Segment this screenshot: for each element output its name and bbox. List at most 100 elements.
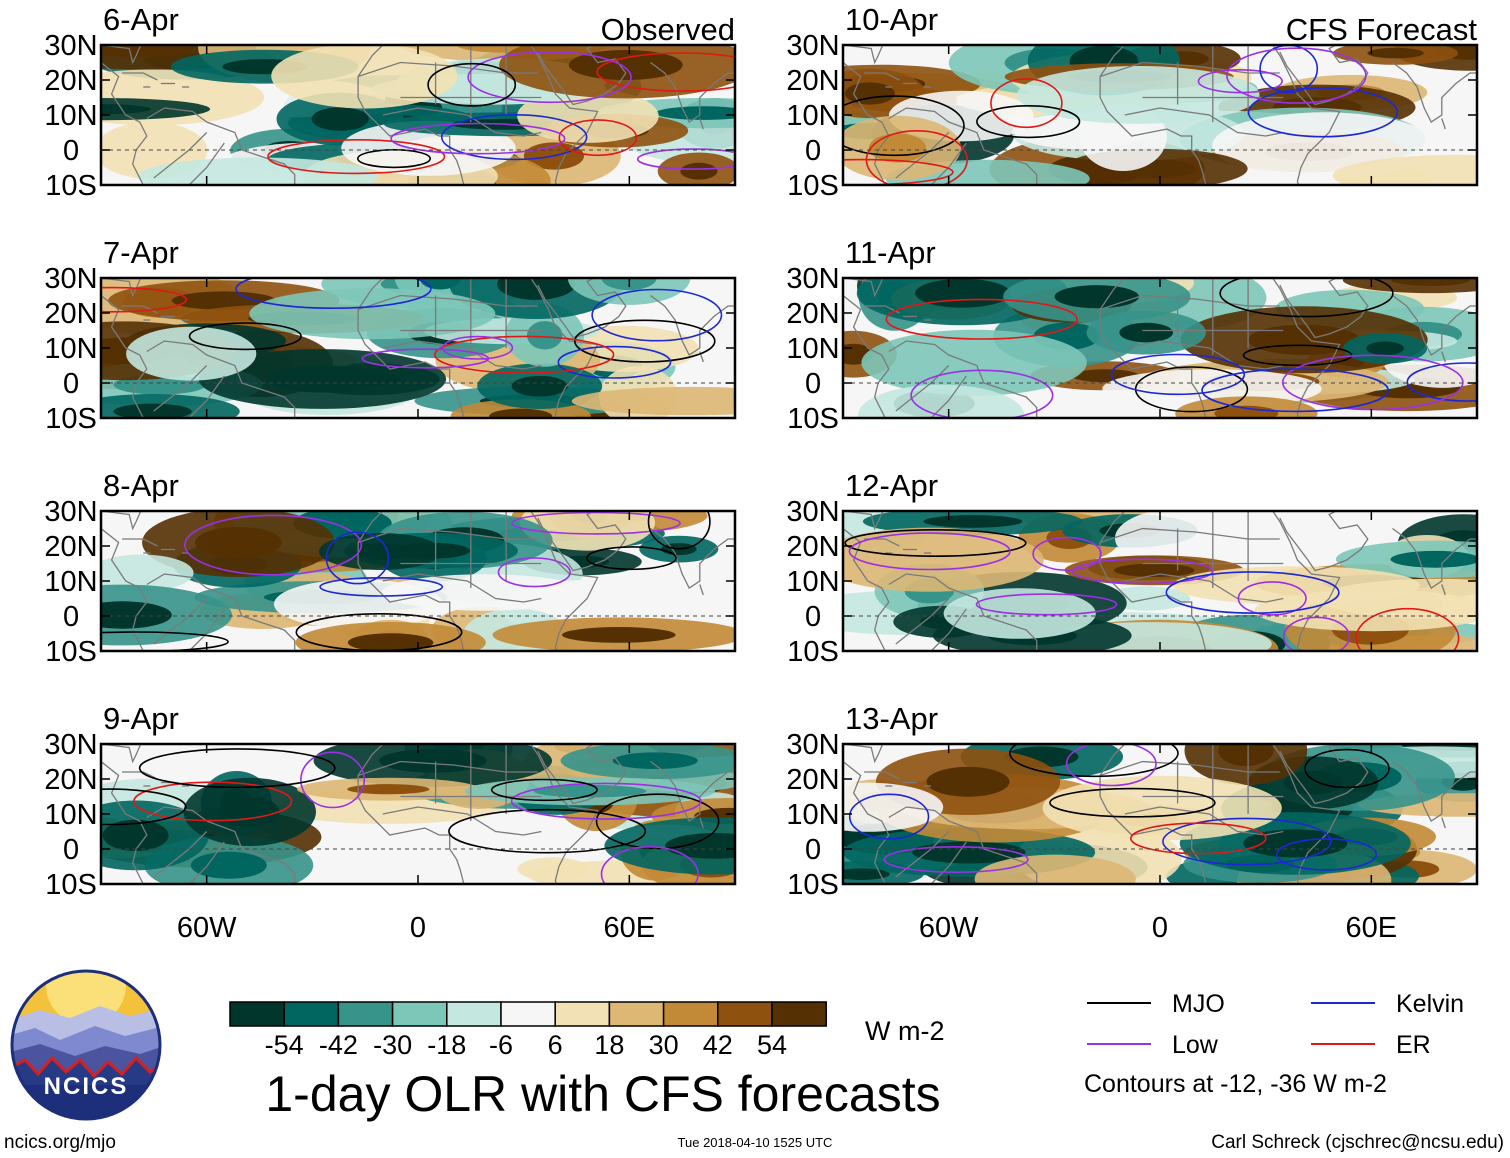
coastline: [843, 45, 884, 65]
olr-anomaly-core: [868, 133, 926, 163]
coastline: [101, 527, 148, 651]
coastline: [843, 61, 890, 185]
olr-anomaly-area: [1114, 511, 1266, 570]
wave-contour: [1219, 278, 1394, 318]
colorbar-units: W m-2: [865, 1016, 944, 1046]
coastline: [1099, 278, 1207, 418]
wave-contour: [138, 748, 336, 789]
panel-date-label: 8-Apr: [103, 468, 179, 503]
coastline: [357, 527, 538, 544]
coastline: [650, 527, 735, 589]
coastline: [188, 608, 225, 651]
olr-anomaly-core: [665, 833, 735, 859]
colorbar-swatch: [500, 1001, 556, 1027]
coastline: [888, 573, 1038, 651]
y-tick-label: 10N: [786, 333, 839, 365]
wave-contour: [596, 52, 735, 92]
coastline: [1392, 294, 1477, 356]
coastline: [1315, 650, 1317, 651]
colorbar-swatch: [717, 1001, 773, 1027]
olr-anomaly-area: [571, 386, 735, 416]
ncics-logo: NCICS: [10, 969, 162, 1121]
coastline: [101, 511, 142, 531]
olr-anomaly-core: [915, 278, 1011, 308]
wave-contour: [235, 278, 432, 309]
olr-anomaly-core: [190, 851, 267, 879]
y-tick-label: 10N: [44, 799, 97, 831]
coastline: [1099, 760, 1280, 777]
coastline: [382, 573, 542, 603]
wave-contour: [591, 288, 723, 342]
coastline: [101, 294, 148, 418]
colorbar-swatch: [391, 1001, 448, 1027]
colorbar-swatch: [446, 1001, 502, 1027]
olr-anomaly-core: [1366, 341, 1404, 356]
coastline: [1124, 340, 1284, 370]
coastline: [537, 278, 627, 339]
x-tick-label: 0: [410, 912, 426, 944]
panel-column-label: CFS Forecast: [1286, 12, 1478, 47]
y-tick-label: 0: [805, 135, 821, 167]
wave-contour: [1282, 616, 1351, 651]
wave-contour: [976, 104, 1081, 139]
wave-contour: [636, 148, 735, 170]
coastline: [357, 744, 465, 884]
wave-contour: [1032, 536, 1102, 572]
coastline: [101, 278, 142, 298]
y-tick-label: 30N: [786, 729, 839, 761]
wave-contour: [467, 51, 632, 104]
y-tick-label: 10S: [787, 636, 839, 668]
y-tick-label: 20N: [44, 65, 97, 97]
wave-contour: [990, 78, 1063, 129]
olr-anomaly-core: [113, 403, 192, 418]
y-tick-label: 10S: [45, 869, 97, 901]
y-tick-label: 20N: [44, 531, 97, 563]
olr-anomaly-core: [1218, 744, 1274, 767]
wave-contour: [1129, 822, 1267, 855]
coastline: [1099, 527, 1280, 544]
olr-anomaly-area: [843, 527, 1044, 592]
coastline: [357, 294, 538, 311]
y-tick-label: 10S: [45, 636, 97, 668]
wave-contour: [1065, 744, 1157, 787]
coastline: [1392, 61, 1477, 123]
panel-date-label: 7-Apr: [103, 235, 179, 270]
panel-column-label: Observed: [601, 12, 735, 47]
coastline: [1392, 527, 1477, 589]
coastline: [397, 24, 538, 42]
olr-anomaly-area: [381, 574, 588, 611]
coastline: [843, 760, 890, 884]
wave-contour: [843, 95, 965, 157]
legend-label-kelvin: Kelvin: [1396, 990, 1464, 1018]
wave-contour: [511, 511, 681, 535]
footer-url[interactable]: ncics.org/mjo: [4, 1132, 116, 1153]
wave-contour: [1071, 558, 1214, 585]
wave-contour: [844, 528, 1027, 557]
legend-label-mjo: MJO: [1172, 990, 1225, 1018]
coastline: [864, 771, 900, 780]
wave-contour: [1049, 787, 1216, 818]
colorbar-swatch: [771, 1001, 827, 1027]
coastline: [930, 841, 967, 884]
figure-title: 1-day OLR with CFS forecasts: [265, 1066, 940, 1122]
coastline: [895, 365, 950, 412]
wave-contour: [1355, 607, 1460, 651]
olr-anomaly-core: [511, 375, 568, 397]
wave-contour: [848, 532, 1011, 571]
wave-contour: [1406, 362, 1477, 402]
wave-contour: [356, 148, 431, 169]
colorbar-swatch: [554, 1001, 611, 1027]
olr-anomaly-core: [680, 162, 718, 180]
olr-anomaly-area: [101, 98, 210, 121]
olr-anomaly-area: [101, 554, 194, 592]
coastline: [699, 118, 704, 130]
wave-contour: [1165, 571, 1340, 614]
colorbar-tick-label: -18: [427, 1030, 466, 1060]
coastline: [888, 107, 1038, 185]
wave-contour: [557, 345, 672, 379]
wave-contour: [885, 298, 1078, 340]
